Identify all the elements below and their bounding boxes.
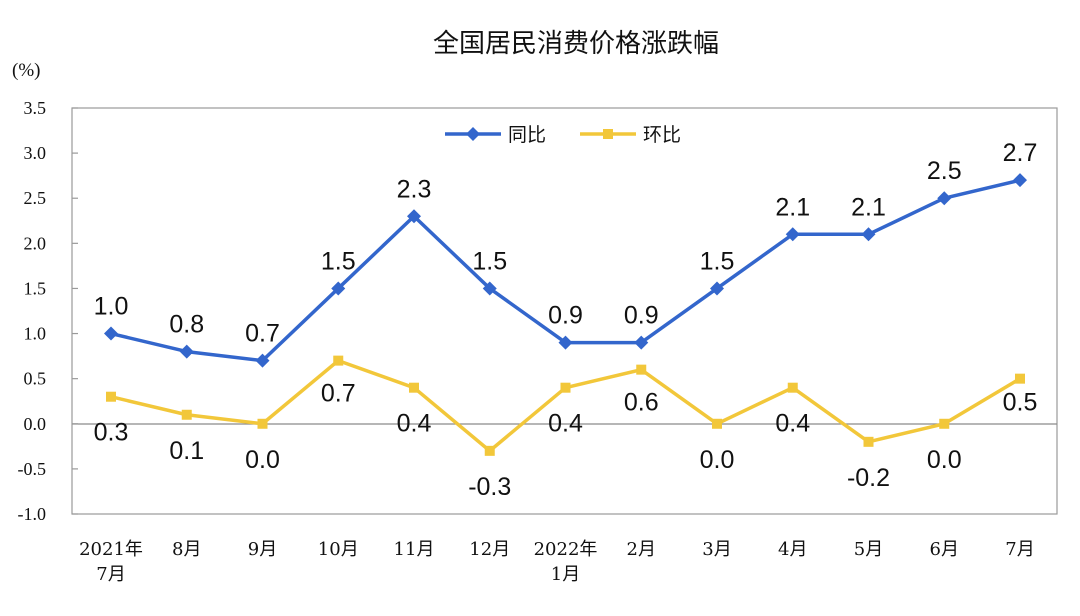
data-point — [636, 364, 647, 375]
data-label: 2.7 — [1003, 139, 1038, 167]
data-label: 2.5 — [927, 157, 962, 185]
data-label: -0.3 — [468, 473, 511, 501]
y-tick-label: 3.5 — [24, 98, 47, 118]
x-tick-label: 6月 — [930, 539, 959, 560]
data-point — [1015, 373, 1025, 384]
series-mom: 0.3 0.1 0.0 0.7 0.4 -0.3 0.4 0.6 0.0 0.4 -0.2 0.0 0.… — [94, 355, 1038, 501]
series-layer: 1.0 0.8 0.7 1.5 2.3 1.5 0.9 0.9 1.5 2.1 2.1 2.5 2.7 0… — [94, 139, 1038, 501]
chart-title: 全国居民消费价格涨跌幅 — [433, 29, 719, 59]
y-tick-label: 0.0 — [24, 414, 47, 434]
data-point — [106, 391, 116, 402]
x-tick-label: 5月 — [854, 539, 883, 560]
data-point — [863, 436, 874, 447]
plot-area — [71, 107, 1058, 515]
data-point — [407, 209, 421, 224]
legend-item-mom: 环比 — [580, 124, 681, 146]
y-tick-label: 2.5 — [24, 188, 47, 208]
data-point — [257, 418, 268, 429]
x-tick-label: 7月 — [96, 564, 125, 585]
data-label: 0.5 — [1003, 388, 1038, 416]
y-tick-label: 1.5 — [24, 278, 47, 298]
y-axis: 3.5 3.0 2.5 2.0 1.5 1.0 0.5 0.0 -0.5 -1.0 — [18, 98, 78, 524]
data-point — [558, 335, 573, 350]
x-tick-label: 2月 — [627, 539, 656, 560]
data-label: 0.7 — [321, 380, 356, 408]
x-tick-label: 4月 — [778, 539, 807, 560]
data-point — [104, 326, 118, 341]
data-label: 0.6 — [624, 389, 659, 417]
data-point — [560, 382, 571, 393]
data-label: 0.0 — [927, 446, 962, 474]
legend-label: 环比 — [643, 124, 681, 146]
data-point — [331, 281, 346, 296]
x-tick-label: 3月 — [702, 539, 731, 560]
y-axis-unit: (%) — [12, 60, 40, 81]
legend: 同比 环比 — [445, 124, 681, 146]
data-label: 2.1 — [851, 193, 886, 221]
data-point — [482, 281, 497, 296]
data-label: 1.5 — [472, 247, 507, 275]
legend-marker — [466, 127, 480, 141]
data-label: 2.3 — [397, 175, 432, 203]
data-label: 0.0 — [700, 446, 735, 474]
x-tick-label: 2022年 — [534, 539, 598, 560]
data-label: 0.9 — [548, 302, 583, 330]
data-label: 0.9 — [624, 302, 659, 330]
legend-item-yoy: 同比 — [445, 124, 546, 146]
data-label: 0.4 — [548, 410, 583, 438]
x-tick-label: 1月 — [551, 564, 580, 585]
data-label: 1.5 — [700, 247, 735, 275]
data-point — [484, 445, 495, 456]
x-tick-label: 2021年 — [79, 539, 143, 560]
data-label: -0.2 — [847, 464, 890, 492]
data-point — [710, 281, 724, 296]
data-point — [712, 418, 722, 429]
y-tick-label: 1.0 — [24, 324, 47, 344]
x-tick-label: 10月 — [318, 539, 359, 560]
y-tick-label: 0.5 — [24, 369, 47, 389]
legend-label: 同比 — [508, 124, 546, 146]
data-point — [937, 191, 952, 206]
x-axis: 2021年 7月 8月 9月 10月 11月 12月 2022年 1月 2月 3月 4月 5月 6月 7月 — [79, 539, 1035, 585]
x-tick-label: 9月 — [248, 539, 277, 560]
data-label: 0.1 — [169, 437, 204, 465]
data-label: 0.8 — [169, 311, 204, 339]
data-label: 0.4 — [775, 410, 810, 438]
series-yoy: 1.0 0.8 0.7 1.5 2.3 1.5 0.9 0.9 1.5 2.1 2.1 2.5 2.7 — [94, 139, 1038, 368]
data-point — [181, 409, 192, 420]
y-tick-label: -1.0 — [18, 504, 47, 524]
data-point — [255, 353, 270, 368]
data-label: 0.3 — [94, 419, 129, 447]
data-label: 1.0 — [94, 293, 129, 321]
data-point — [179, 344, 194, 359]
x-tick-label: 7月 — [1005, 539, 1034, 560]
x-tick-label: 12月 — [469, 539, 510, 560]
data-point — [634, 335, 649, 350]
y-tick-label: 2.0 — [24, 233, 47, 253]
x-tick-label: 11月 — [394, 539, 435, 560]
data-label: 1.5 — [321, 247, 356, 275]
data-point — [939, 418, 950, 429]
data-point — [1013, 173, 1027, 188]
y-tick-label: 3.0 — [24, 143, 47, 163]
data-point — [333, 355, 344, 366]
data-label: 0.7 — [245, 320, 280, 348]
data-label: 2.1 — [775, 193, 810, 221]
x-tick-label: 8月 — [172, 539, 201, 560]
y-tick-label: -0.5 — [18, 459, 47, 479]
data-label: 0.0 — [245, 446, 280, 474]
legend-marker — [603, 129, 613, 139]
data-point — [409, 382, 419, 393]
data-point — [785, 227, 800, 242]
data-point — [861, 227, 876, 242]
data-point — [787, 382, 798, 393]
data-label: 0.4 — [397, 410, 432, 438]
